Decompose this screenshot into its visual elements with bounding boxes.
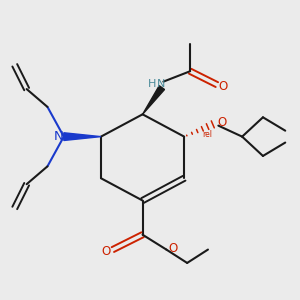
Polygon shape bbox=[64, 133, 101, 140]
Text: O: O bbox=[217, 116, 226, 129]
Text: O: O bbox=[168, 242, 178, 255]
Text: N: N bbox=[157, 79, 166, 89]
Text: N: N bbox=[54, 130, 63, 143]
Text: O: O bbox=[102, 244, 111, 258]
Text: H: H bbox=[148, 79, 157, 89]
Polygon shape bbox=[142, 86, 164, 114]
Text: rel: rel bbox=[202, 130, 212, 139]
Text: O: O bbox=[219, 80, 228, 93]
